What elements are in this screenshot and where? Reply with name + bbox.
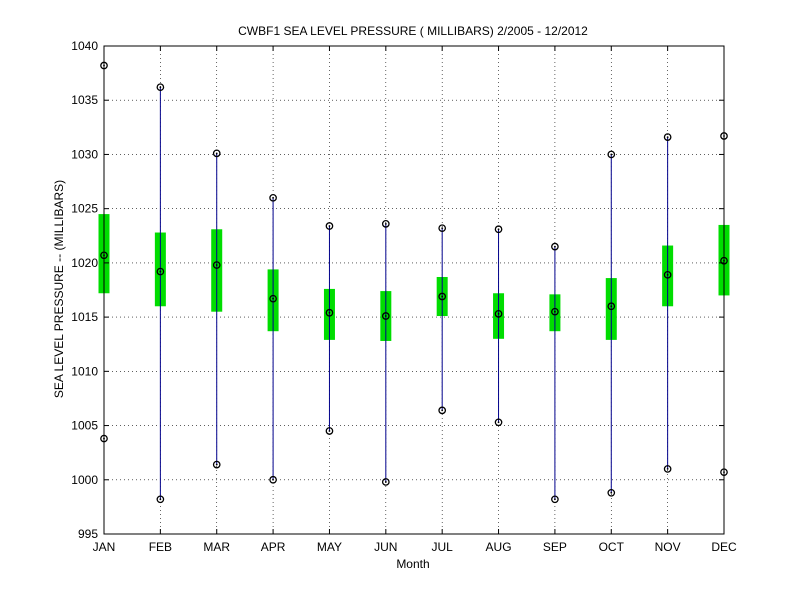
min-marker-dot-oct <box>610 491 613 494</box>
mean-marker-nov <box>663 270 672 279</box>
min-marker-oct <box>607 488 616 497</box>
mean-marker-may <box>325 308 334 317</box>
min-marker-dot-nov <box>666 468 669 470</box>
y-tick-label: 1025 <box>71 202 98 216</box>
x-tick-label: OCT <box>599 540 625 554</box>
mean-marker-dot-oct <box>610 305 613 308</box>
x-tick-label: JAN <box>93 540 116 554</box>
mean-marker-jun <box>381 312 390 320</box>
y-tick-label: 995 <box>78 527 98 541</box>
max-marker-dot-apr <box>272 196 274 199</box>
max-marker-oct <box>607 150 616 159</box>
x-tick-label: MAR <box>203 540 230 554</box>
y-tick-label: 1005 <box>71 419 98 433</box>
min-marker-sep <box>551 495 559 504</box>
mean-marker-dot-sep <box>554 310 556 313</box>
x-tick-label: JUL <box>432 540 454 554</box>
y-tick-label: 1010 <box>71 364 98 378</box>
max-marker-sep <box>551 242 559 251</box>
max-marker-jun <box>381 219 390 228</box>
x-tick-label: SEP <box>543 540 567 554</box>
mean-marker-dot-jun <box>384 315 387 317</box>
mean-marker-dot-apr <box>272 297 274 300</box>
max-marker-nov <box>663 133 672 141</box>
y-axis-label: SEA LEVEL PRESSURE -- (MILLIBARS) <box>52 180 66 398</box>
x-axis-label: Month <box>396 557 429 571</box>
mean-marker-mar <box>212 261 221 269</box>
mean-marker-dot-may <box>328 311 331 314</box>
max-marker-dot-mar <box>215 152 218 155</box>
max-marker-may <box>325 222 334 230</box>
min-marker-feb <box>156 495 165 504</box>
mean-marker-apr <box>269 294 277 303</box>
min-marker-dot-jun <box>384 481 387 483</box>
min-marker-nov <box>663 465 672 473</box>
chart-title: CWBF1 SEA LEVEL PRESSURE ( MILLIBARS) 2/… <box>238 24 588 38</box>
min-marker-dot-may <box>328 430 331 432</box>
mean-marker-dot-jul <box>441 295 444 298</box>
min-marker-dot-sep <box>554 498 556 501</box>
mean-marker-dot-aug <box>497 312 500 315</box>
min-marker-jul <box>438 406 447 415</box>
axes: 995 1000 1005 1010 1015 1020 1025 1030 1035 1040 J… <box>71 39 737 554</box>
mean-marker-sep <box>551 307 559 316</box>
max-marker-dot-may <box>328 225 331 227</box>
max-marker-dot-oct <box>610 153 613 156</box>
max-marker-dot-jun <box>384 222 387 225</box>
mean-marker-aug <box>494 310 503 318</box>
max-marker-dot-feb <box>159 86 162 89</box>
plot-area-frame <box>103 45 725 535</box>
max-marker-dot-jul <box>441 227 444 230</box>
mean-marker-jul <box>438 292 447 301</box>
x-tick-label: JUN <box>374 540 397 554</box>
min-marker-dot-feb <box>159 498 162 501</box>
min-marker-dot-jul <box>441 409 444 412</box>
y-tick-label: 1030 <box>71 147 98 161</box>
mean-marker-dot-nov <box>666 273 669 276</box>
x-tick-label: AUG <box>486 540 512 554</box>
y-tick-label: 1000 <box>71 473 98 487</box>
max-marker-feb <box>156 83 165 92</box>
min-marker-jun <box>381 478 390 486</box>
max-marker-dot-nov <box>666 136 669 138</box>
min-marker-aug <box>494 418 503 427</box>
y-tick-label: 1015 <box>71 310 98 324</box>
max-marker-mar <box>212 149 221 158</box>
mean-marker-dot-feb <box>159 270 162 273</box>
min-marker-dot-mar <box>215 463 218 466</box>
x-tick-label: NOV <box>655 540 681 554</box>
x-tick-label: APR <box>261 540 286 554</box>
min-marker-mar <box>212 460 221 469</box>
y-tick-label: 1035 <box>71 93 98 107</box>
mean-marker-dot-mar <box>215 264 218 266</box>
x-tick-label: FEB <box>149 540 172 554</box>
max-marker-apr <box>269 193 277 202</box>
min-marker-dot-apr <box>272 478 274 481</box>
mean-marker-feb <box>156 267 165 276</box>
max-marker-dot-aug <box>497 228 500 231</box>
min-marker-apr <box>269 475 277 484</box>
y-tick-label: 1040 <box>71 39 98 53</box>
x-tick-label: DEC <box>711 540 737 554</box>
max-marker-dot-sep <box>554 245 556 248</box>
max-marker-aug <box>494 225 503 234</box>
mean-marker-oct <box>607 302 616 311</box>
min-marker-may <box>325 427 334 435</box>
y-tick-label: 1020 <box>71 256 98 270</box>
x-tick-label: MAY <box>317 540 342 554</box>
max-marker-jul <box>438 224 447 233</box>
min-marker-dot-aug <box>497 421 500 424</box>
